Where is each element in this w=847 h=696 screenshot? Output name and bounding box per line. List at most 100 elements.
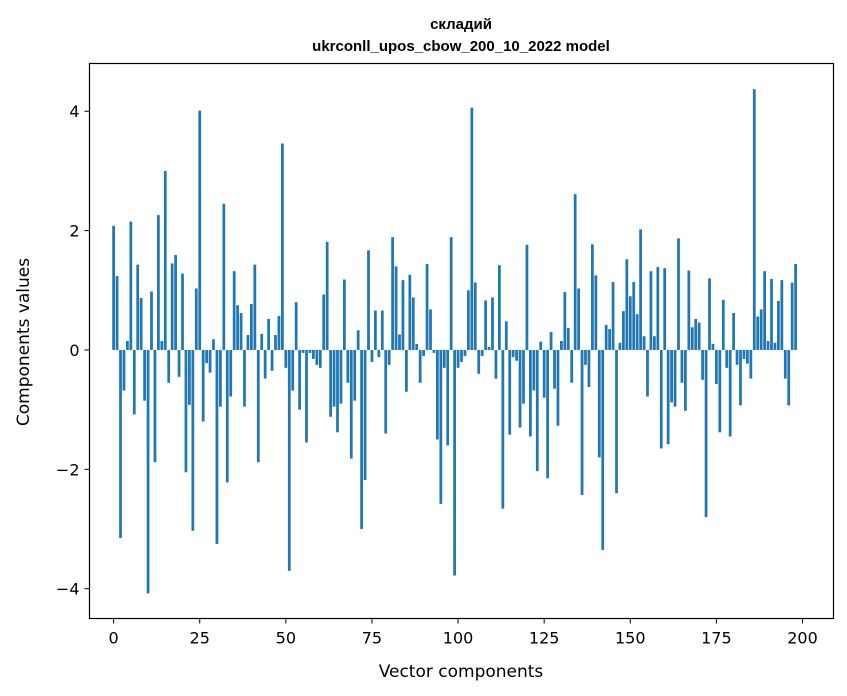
bar-193 — [777, 301, 780, 350]
bar-171 — [701, 349, 704, 380]
bar-107 — [480, 349, 484, 356]
bar-145 — [611, 281, 615, 350]
bar-27 — [205, 349, 208, 364]
bar-11 — [150, 291, 153, 350]
bar-34 — [229, 349, 233, 397]
bar-43 — [260, 333, 264, 350]
bar-7 — [136, 264, 140, 350]
bar-18 — [174, 255, 177, 350]
bar-67 — [343, 279, 346, 350]
bar-181 — [735, 349, 739, 365]
bar-130 — [560, 341, 563, 350]
bar-151 — [632, 281, 636, 350]
bar-141 — [597, 349, 601, 458]
x-tick-label: 175 — [701, 629, 732, 648]
bar-32 — [222, 203, 226, 350]
bar-53 — [294, 302, 298, 350]
bar-68 — [346, 349, 350, 383]
bar-66 — [339, 349, 343, 404]
bar-191 — [770, 278, 773, 350]
bar-50 — [284, 349, 288, 368]
bar-169 — [694, 318, 698, 350]
bar-83 — [398, 334, 401, 350]
bar-25 — [198, 110, 202, 350]
bar-45 — [267, 318, 270, 350]
bar-186 — [752, 89, 756, 350]
bar-189 — [763, 271, 766, 350]
bar-124 — [539, 341, 543, 350]
bar-22 — [188, 349, 191, 405]
bar-14 — [160, 341, 164, 350]
bar-123 — [535, 349, 539, 472]
y-tick-label: 4 — [69, 102, 79, 121]
bar-177 — [721, 299, 725, 350]
bar-47 — [274, 335, 277, 350]
x-tick-label: 200 — [787, 629, 818, 648]
bar-103 — [467, 290, 470, 350]
bar-161 — [666, 349, 670, 445]
bar-196 — [787, 349, 791, 406]
bar-157 — [653, 336, 656, 350]
bar-63 — [329, 349, 332, 417]
bar-23 — [191, 349, 195, 531]
bar-122 — [532, 349, 536, 391]
bar-111 — [494, 349, 498, 379]
bar-99 — [453, 349, 456, 576]
bar-87 — [411, 297, 415, 350]
bar-15 — [163, 170, 167, 350]
bar-2 — [119, 349, 122, 538]
bar-115 — [508, 349, 512, 435]
bar-101 — [460, 349, 463, 362]
bar-179 — [728, 349, 732, 437]
bar-119 — [522, 349, 525, 404]
bar-110 — [491, 297, 494, 350]
y-axis-label: Components values — [14, 258, 34, 426]
bar-137 — [584, 349, 587, 365]
bar-26 — [201, 349, 205, 422]
bar-166 — [684, 349, 687, 411]
bar-37 — [239, 312, 243, 350]
bars-group — [112, 89, 797, 594]
bar-173 — [708, 278, 711, 350]
chart-title-line1: складий — [430, 16, 492, 33]
bar-92 — [429, 309, 432, 350]
bar-9 — [143, 349, 146, 401]
x-tick-label: 100 — [443, 629, 474, 648]
bar-197 — [790, 282, 794, 350]
bar-109 — [487, 346, 491, 350]
bar-105 — [473, 282, 477, 350]
bar-118 — [518, 349, 522, 428]
bar-91 — [425, 264, 429, 350]
bar-142 — [601, 349, 605, 550]
bar-80 — [387, 349, 391, 365]
bar-65 — [336, 349, 339, 433]
bar-129 — [556, 349, 560, 426]
bar-102 — [463, 349, 467, 356]
bar-86 — [408, 274, 412, 350]
bar-185 — [749, 349, 753, 379]
bar-104 — [470, 107, 474, 350]
bar-59 — [315, 349, 319, 365]
bar-138 — [587, 349, 591, 387]
bar-73 — [363, 349, 367, 481]
bar-120 — [525, 244, 529, 350]
bar-8 — [139, 298, 143, 350]
bar-88 — [415, 343, 419, 350]
bar-153 — [639, 229, 642, 350]
bar-97 — [446, 349, 450, 446]
chart-title-line2: ukrconll_upos_cbow_200_10_2022 model — [312, 38, 610, 55]
bar-160 — [663, 268, 667, 350]
bar-28 — [208, 349, 212, 373]
bar-128 — [553, 349, 556, 389]
bar-158 — [656, 267, 660, 350]
bar-20 — [181, 273, 184, 350]
bar-90 — [422, 349, 425, 356]
bar-135 — [577, 288, 580, 350]
bar-172 — [704, 349, 708, 518]
bar-159 — [659, 349, 663, 449]
bar-195 — [783, 349, 787, 379]
bar-131 — [563, 292, 567, 350]
bar-147 — [618, 342, 622, 350]
x-tick-label: 150 — [615, 629, 646, 648]
bar-3 — [122, 349, 126, 391]
